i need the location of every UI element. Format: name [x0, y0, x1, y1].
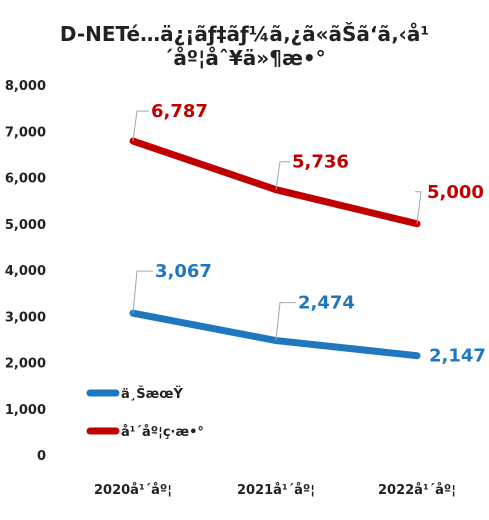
- data-label-leader: [415, 191, 422, 224]
- data-label: 5,000: [427, 182, 484, 203]
- data-label-leader: [275, 302, 296, 341]
- y-tick-label: 1,000: [5, 403, 46, 418]
- chart-title: D-NETé…ä¿¡ãƒ‡ãƒ¼ã‚¿ã«ãŠã‘ã‚‹å¹´åº¦åˆ¥ä»¶…: [59, 22, 430, 70]
- data-label: 2,147: [429, 346, 486, 367]
- x-category-label: 2022å¹´åº¦: [378, 483, 456, 498]
- data-label-leader: [132, 270, 153, 314]
- y-tick-label: 5,000: [5, 218, 46, 233]
- x-category-label: 2021å¹´åº¦: [237, 483, 315, 498]
- y-tick-label: 4,000: [5, 264, 46, 279]
- series-line-first-half: [129, 309, 421, 360]
- series-line-annual-total: [129, 137, 421, 228]
- y-tick-label: 3,000: [5, 310, 46, 325]
- data-label: 6,787: [151, 101, 208, 122]
- data-label: 2,474: [298, 293, 355, 314]
- data-label-leader: [275, 161, 290, 190]
- x-category-label: 2020å¹´åº¦: [94, 483, 172, 498]
- data-label: 3,067: [155, 261, 212, 282]
- legend-label: ä¸ŠæœŸ: [121, 386, 183, 402]
- y-tick-label: 2,000: [5, 357, 46, 372]
- data-label: 5,736: [292, 152, 349, 173]
- y-tick-label: 8,000: [5, 79, 46, 94]
- legend-label: å¹´åº¦ç·æ•°: [121, 425, 204, 440]
- y-tick-label: 0: [37, 449, 46, 464]
- y-tick-label: 6,000: [5, 172, 46, 187]
- data-label-leader: [132, 110, 149, 142]
- y-tick-label: 7,000: [5, 125, 46, 140]
